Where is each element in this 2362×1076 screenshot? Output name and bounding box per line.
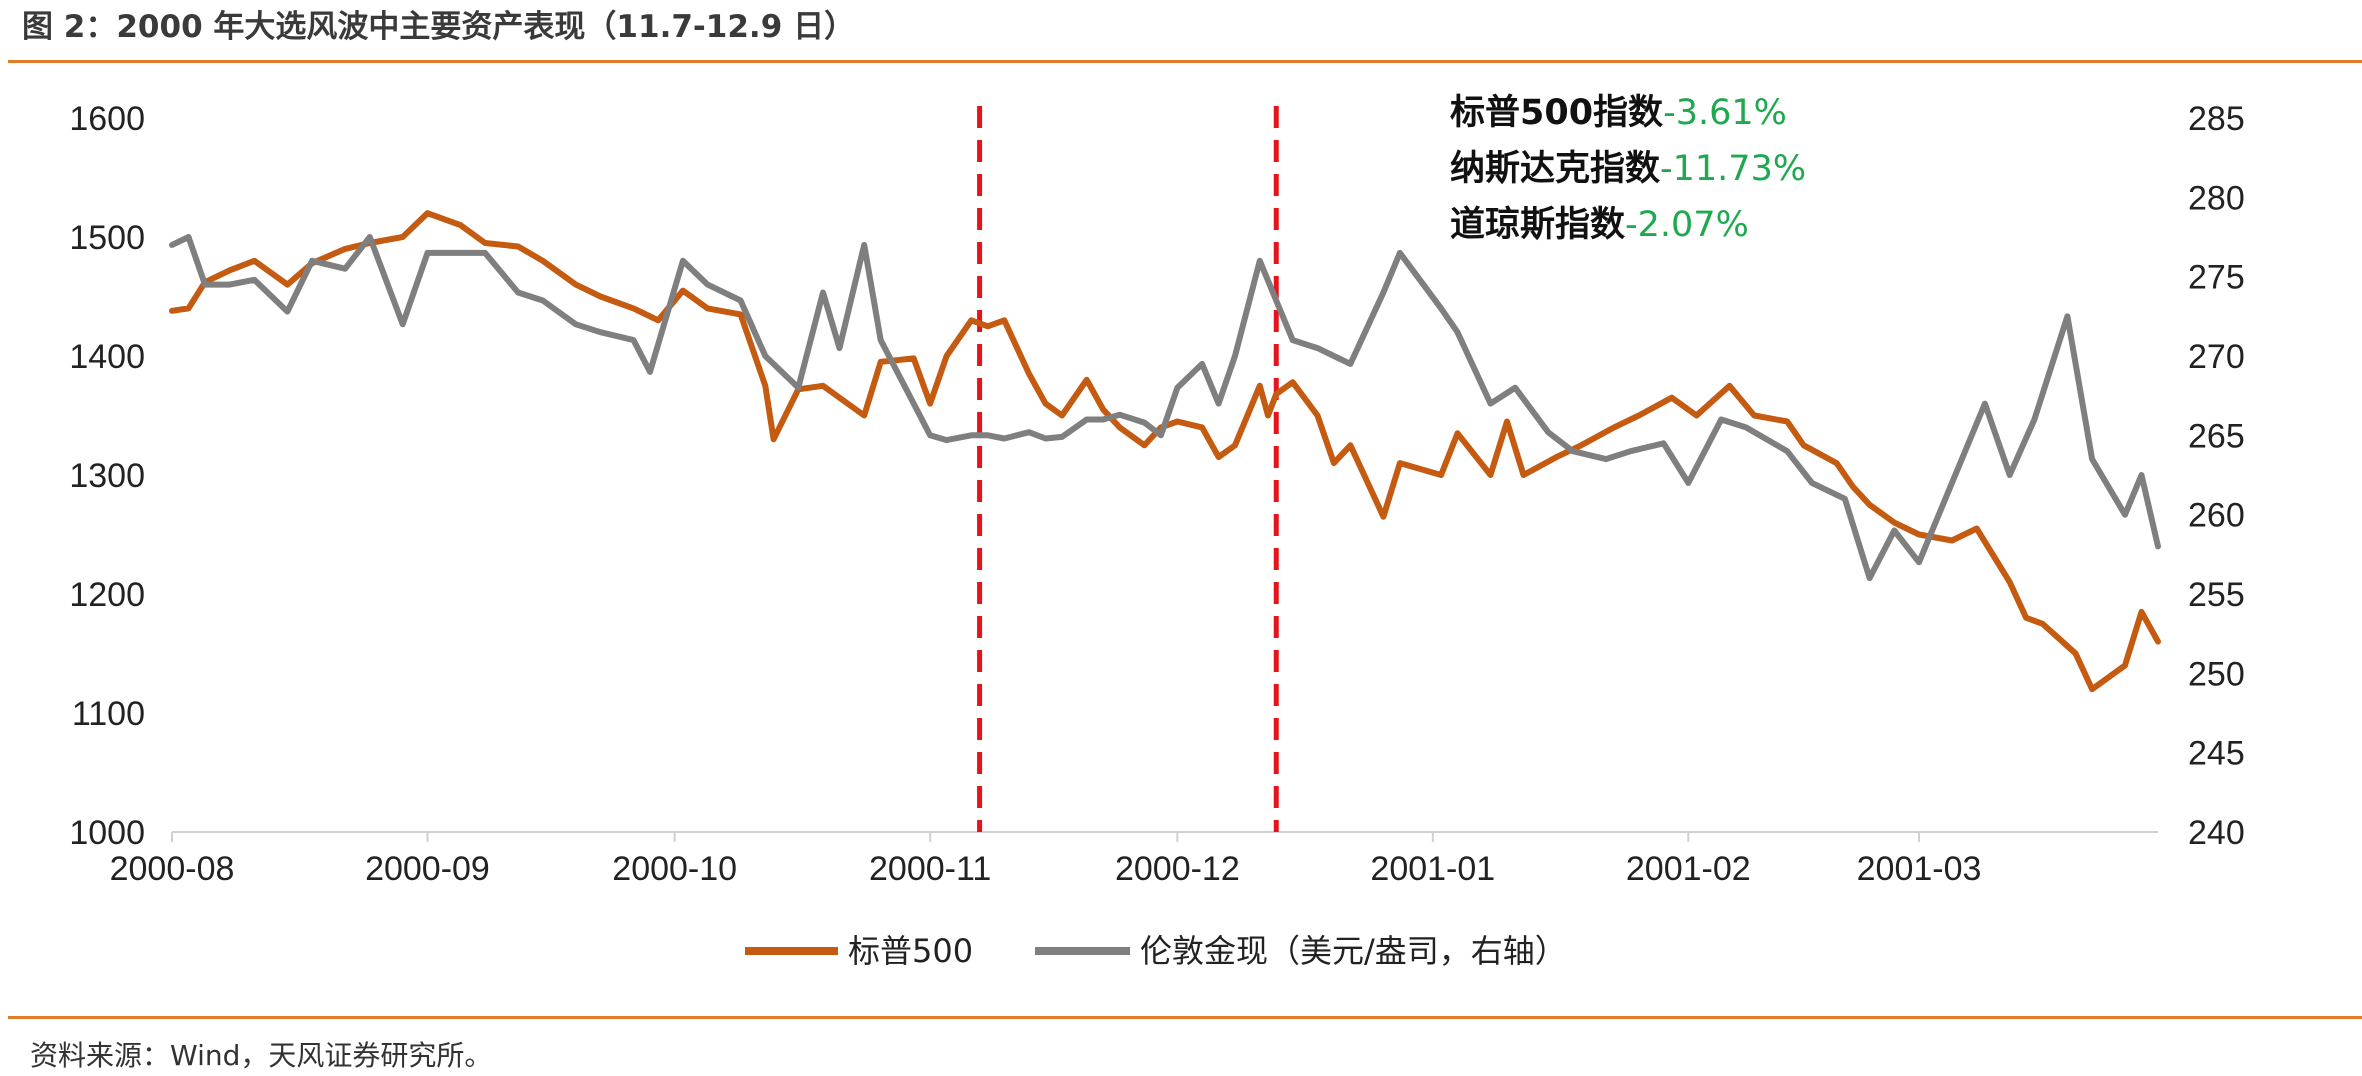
figure-title: 图 2：2000 年大选风波中主要资产表现（11.7-12.9 日） [22,9,856,45]
x-tick-label: 2000-09 [365,850,490,888]
x-tick-label: 2001-01 [1370,850,1495,888]
sp500-line [169,210,2161,693]
annotation-sp500: 标普500指数-3.61% [1450,93,1787,133]
x-tick-label: 2000-11 [869,850,991,888]
left-axis-ticks: 1000 1100 1200 1300 1400 1500 1600 [69,100,145,852]
right-tick-label: 285 [2188,100,2245,138]
legend: 标普500 伦敦金现（美元/盎司，右轴） [745,932,1567,970]
right-tick-label: 245 [2188,735,2245,773]
right-axis-ticks: 240 245 250 255 260 265 270 275 280 285 [2188,100,2245,852]
gold-line [169,234,2161,582]
left-tick-label: 1500 [69,219,145,257]
annotation-dow-value: -2.07% [1625,205,1749,245]
annotation-nasdaq-value: -11.73% [1660,149,1806,189]
event-lines [977,106,1279,832]
right-tick-label: 260 [2188,497,2245,535]
x-tick-label: 2000-08 [110,850,235,888]
left-tick-label: 1300 [69,457,145,495]
legend-label-gold: 伦敦金现（美元/盎司，右轴） [1140,932,1567,970]
annotation-dow-label: 道琼斯指数 [1450,205,1625,245]
annotation-dow: 道琼斯指数-2.07% [1450,205,1749,245]
annotation-sp500-label: 标普500指数 [1450,93,1663,133]
right-tick-label: 240 [2188,814,2245,852]
right-tick-label: 265 [2188,417,2245,455]
annotation-block: 标普500指数-3.61% 纳斯达克指数-11.73% 道琼斯指数-2.07% [1450,93,1806,245]
chart: 1000 1100 1200 1300 1400 1500 1600 240 245 250 25… [69,93,2245,970]
annotation-nasdaq: 纳斯达克指数-11.73% [1450,149,1806,189]
right-tick-label: 255 [2188,576,2245,614]
left-tick-label: 1100 [72,695,145,733]
right-tick-label: 250 [2188,655,2245,693]
x-tick-label: 2000-10 [612,850,737,888]
right-tick-label: 270 [2188,338,2245,376]
left-tick-label: 1600 [69,100,145,138]
x-tick-label: 2001-02 [1626,850,1751,888]
top-divider [8,60,2362,63]
left-tick-label: 1200 [69,576,145,614]
x-axis-ticks: 2000-08 2000-09 2000-10 2000-11 2000-12 2001-… [110,832,1982,888]
left-tick-label: 1400 [69,338,145,376]
right-tick-label: 280 [2188,179,2245,217]
left-tick-label: 1000 [69,814,145,852]
bottom-divider [8,1016,2362,1019]
source-note: 资料来源：Wind，天风证券研究所。 [30,1039,493,1072]
x-tick-label: 2000-12 [1115,850,1240,888]
x-tick-label: 2001-03 [1857,850,1982,888]
annotation-nasdaq-label: 纳斯达克指数 [1450,149,1660,189]
annotation-sp500-value: -3.61% [1663,93,1787,133]
right-tick-label: 275 [2188,259,2245,297]
legend-label-sp500: 标普500 [848,932,973,970]
series-lines [169,210,2161,693]
